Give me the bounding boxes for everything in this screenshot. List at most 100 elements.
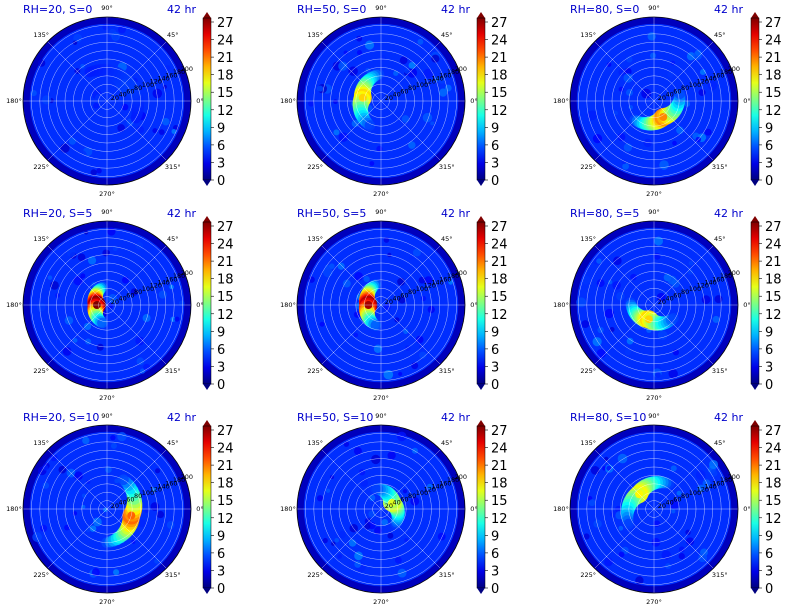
rain-cell bbox=[374, 526, 382, 535]
rain-cell bbox=[402, 489, 408, 494]
rain-cell bbox=[360, 478, 369, 487]
rain-cell bbox=[338, 61, 348, 71]
angle-tick-label: 45° bbox=[441, 31, 453, 39]
rain-cell bbox=[376, 145, 383, 152]
rain-cell bbox=[342, 279, 351, 288]
angle-tick-label: 315° bbox=[712, 367, 728, 375]
angular-gridline bbox=[106, 449, 167, 510]
panel-time: 42 hr bbox=[714, 411, 743, 424]
rain-cell bbox=[685, 537, 695, 546]
rain-cell bbox=[96, 343, 104, 351]
rain-cell bbox=[613, 256, 622, 266]
angular-gridline bbox=[106, 245, 167, 306]
rain-cell bbox=[576, 297, 587, 308]
angular-gridline bbox=[380, 508, 441, 569]
panel-title: RH=20, S=0 bbox=[23, 3, 92, 16]
rain-cell bbox=[85, 527, 91, 533]
rain-cell bbox=[431, 54, 440, 63]
colorbar-tick-label: 21 bbox=[765, 51, 782, 66]
rain-cell bbox=[667, 71, 674, 78]
rain-cell bbox=[420, 295, 427, 302]
radial-tick-label: 180 bbox=[173, 272, 185, 280]
colorbar-tick-label: 21 bbox=[217, 51, 234, 66]
colorbar-extend-bottom bbox=[477, 384, 485, 390]
rain-cell bbox=[353, 311, 361, 318]
rain-cell bbox=[581, 275, 591, 285]
angular-gridline bbox=[321, 304, 382, 365]
rain-cell bbox=[158, 290, 167, 299]
colorbar-tick-label: 18 bbox=[491, 477, 508, 492]
radial-tick-label: 140 bbox=[431, 278, 443, 286]
angle-tick-label: 45° bbox=[714, 235, 726, 243]
colorbar-tick-label: 27 bbox=[765, 220, 782, 235]
colorbar-tick-label: 3 bbox=[217, 156, 225, 171]
colorbar-scale bbox=[476, 221, 486, 385]
angle-tick-label: 225° bbox=[580, 367, 596, 375]
angular-gridline bbox=[321, 100, 382, 161]
rain-cell bbox=[317, 85, 324, 92]
colorbar-tick-label: 3 bbox=[491, 564, 499, 579]
radial-tick-label: 100 bbox=[416, 285, 428, 293]
radial-tick-label: 40 bbox=[666, 499, 674, 507]
rain-cell bbox=[114, 478, 120, 484]
rain-cell bbox=[604, 557, 613, 567]
angle-tick-label: 0° bbox=[196, 505, 203, 513]
colorbar-tick-label: 0 bbox=[217, 174, 225, 189]
rain-cell bbox=[351, 119, 359, 128]
polar-frame bbox=[296, 16, 466, 186]
rain-cell bbox=[623, 73, 633, 83]
rain-cell bbox=[410, 496, 420, 506]
rain-cell bbox=[113, 569, 120, 576]
radial-tick-label: 200 bbox=[728, 269, 740, 277]
angle-tick-label: 135° bbox=[580, 439, 596, 447]
angular-gridline bbox=[47, 100, 108, 161]
angle-tick-label: 90° bbox=[648, 208, 660, 216]
rain-cell bbox=[417, 38, 424, 45]
colorbar-extend-bottom bbox=[477, 588, 485, 594]
rain-cell bbox=[364, 523, 371, 530]
rain-cell bbox=[383, 237, 390, 243]
angle-tick-label: 225° bbox=[33, 571, 49, 579]
colorbar: 0 3 6 9 12 15 18 21 24 27 bbox=[476, 12, 508, 189]
rain-cell bbox=[337, 554, 342, 559]
rain-cell bbox=[117, 431, 127, 442]
rain-cell bbox=[77, 253, 86, 262]
rain-cell bbox=[688, 260, 694, 266]
colorbar-tick-label: 0 bbox=[491, 174, 499, 189]
rain-cell bbox=[343, 441, 350, 447]
rain-cell bbox=[356, 50, 363, 56]
rain-cell bbox=[383, 568, 392, 578]
colorbar-tick-label: 15 bbox=[491, 290, 508, 305]
colorbar-tick-label: 0 bbox=[765, 174, 773, 189]
angle-tick-label: 45° bbox=[441, 439, 453, 447]
radial-tick-label: 160 bbox=[165, 71, 177, 79]
rain-cell bbox=[87, 256, 97, 265]
rain-cell bbox=[617, 133, 626, 141]
angle-tick-label: 45° bbox=[167, 235, 179, 243]
rain-cell bbox=[641, 88, 652, 99]
colorbar-tick-label: 18 bbox=[217, 477, 234, 492]
polar-frame bbox=[22, 424, 192, 594]
rain-cell bbox=[30, 89, 37, 97]
radial-tick-label: 100 bbox=[689, 81, 701, 89]
radial-tick-label: 160 bbox=[165, 479, 177, 487]
colorbar-tick-label: 18 bbox=[765, 273, 782, 288]
radial-tick-label: 100 bbox=[142, 285, 154, 293]
angular-gridline bbox=[653, 100, 714, 161]
radial-tick-label: 140 bbox=[157, 278, 169, 286]
colorbar-extend-top bbox=[477, 420, 485, 426]
radial-tick-label: 120 bbox=[424, 282, 436, 290]
rain-cell bbox=[32, 532, 42, 542]
radial-tick-label: 140 bbox=[704, 74, 716, 82]
angular-gridline bbox=[594, 304, 655, 365]
rain-cell bbox=[58, 465, 67, 474]
angular-gridline bbox=[47, 449, 108, 510]
rain-cell bbox=[444, 84, 452, 92]
rain-cell bbox=[83, 322, 92, 331]
colorbar-tick-label: 9 bbox=[765, 121, 773, 136]
radial-tick-label: 20 bbox=[658, 502, 666, 510]
radial-tick-label: 160 bbox=[439, 275, 451, 283]
colorbar-tick-label: 3 bbox=[217, 360, 225, 375]
